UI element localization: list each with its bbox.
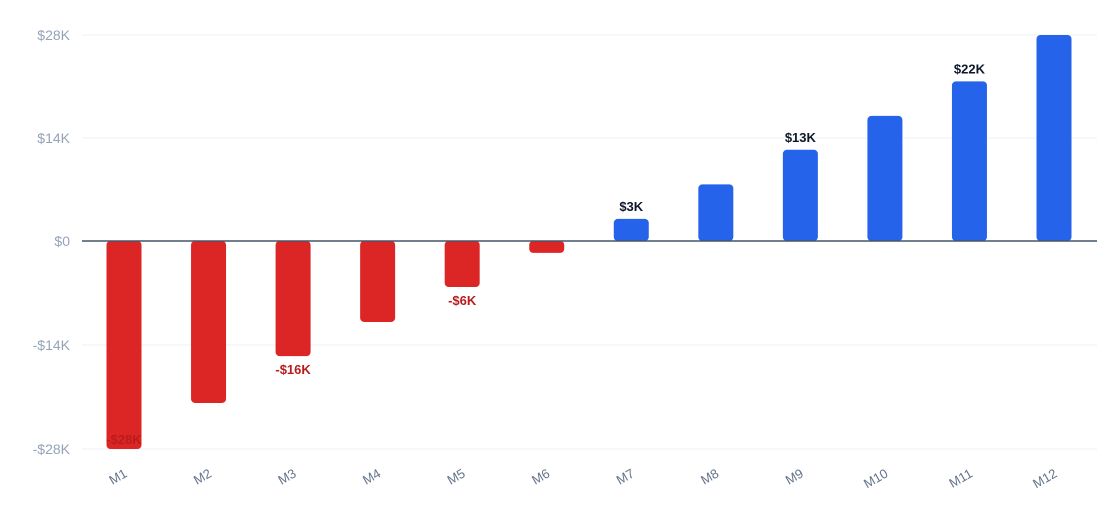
x-tick-label: M1 <box>106 466 129 488</box>
bar-m10 <box>867 115 903 241</box>
bar-m8 <box>698 184 734 241</box>
data-label: -$6K <box>448 293 477 308</box>
x-tick-label: M2 <box>191 466 214 488</box>
bar-m9 <box>782 149 818 241</box>
data-labels: -$28K -$16K -$6K $3K $13K $22K <box>106 61 985 447</box>
x-tick-label: M8 <box>698 466 721 488</box>
y-tick-label: $0 <box>54 233 70 249</box>
bar-m7 <box>613 218 649 241</box>
x-tick-label: M6 <box>529 466 552 488</box>
bar-m1 <box>106 241 142 449</box>
bar-m6 <box>529 241 565 253</box>
x-tick-label: M12 <box>1030 466 1059 492</box>
bar-m5 <box>444 241 480 288</box>
data-label: $3K <box>619 199 643 214</box>
y-tick-label: $14K <box>37 130 70 146</box>
x-tick-label: M11 <box>946 466 975 491</box>
y-tick-label: -$14K <box>33 337 71 353</box>
bar-m2 <box>191 241 227 403</box>
y-axis-ticks: $28K $14K $0 -$14K -$28K <box>33 27 71 457</box>
data-label: $22K <box>954 61 986 76</box>
x-tick-label: M7 <box>614 466 637 488</box>
x-tick-label: M3 <box>275 466 298 488</box>
x-axis-ticks: M1 M2 M3 M4 M5 M6 M7 M8 M9 M10 M11 M12 <box>106 466 1059 492</box>
y-tick-label: $28K <box>37 27 70 43</box>
bar-m11 <box>951 81 987 241</box>
x-tick-label: M9 <box>783 466 806 488</box>
bar-m4 <box>360 241 396 322</box>
x-tick-label: M4 <box>360 466 383 488</box>
x-tick-label: M5 <box>445 466 468 488</box>
x-tick-label: M10 <box>861 466 890 492</box>
data-label: -$28K <box>106 432 142 447</box>
data-label: $13K <box>785 130 817 145</box>
bar-m12 <box>1036 35 1072 241</box>
bars <box>106 35 1072 449</box>
gridlines <box>82 34 1097 450</box>
data-label: -$16K <box>275 362 311 377</box>
bar-m3 <box>275 241 311 357</box>
y-tick-label: -$28K <box>33 441 71 457</box>
